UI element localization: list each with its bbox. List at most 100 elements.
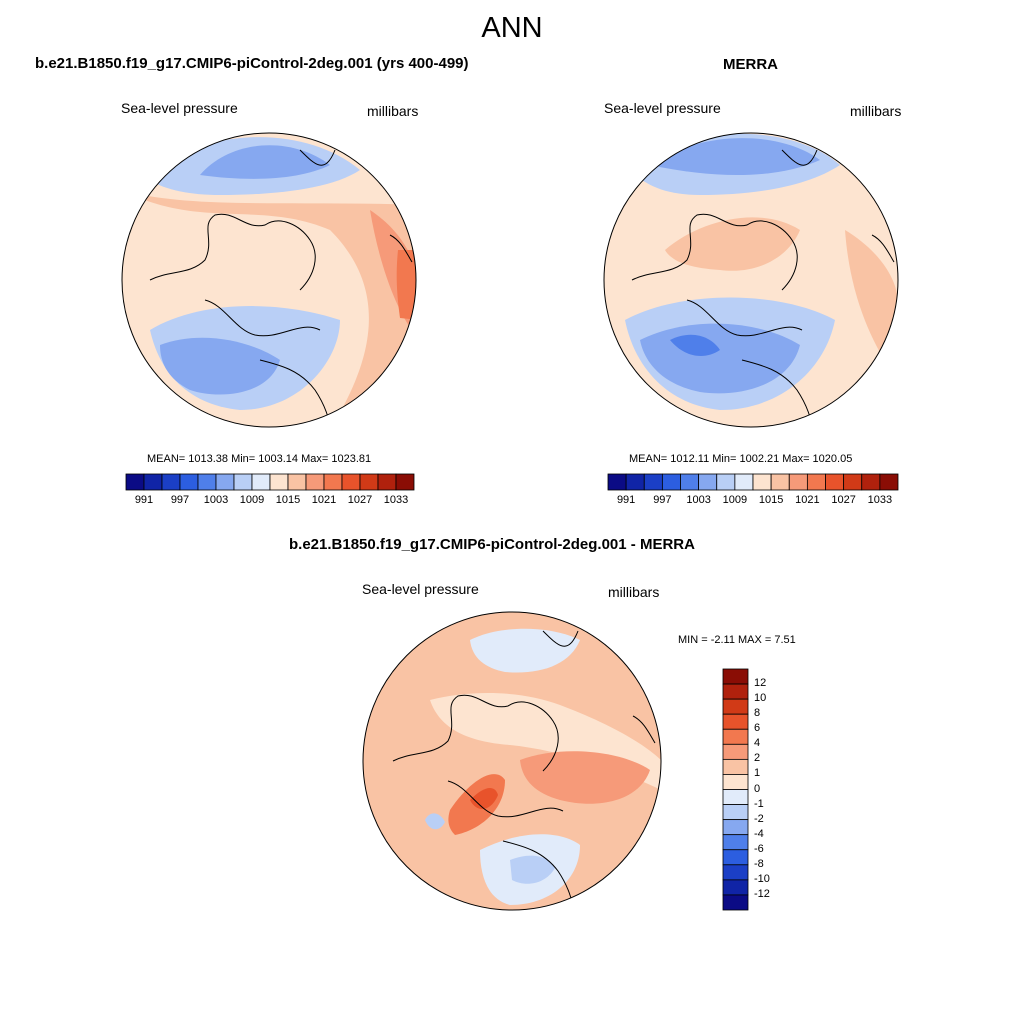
map3-field	[363, 612, 661, 910]
panel3-colorbar-tick-label: -12	[754, 887, 770, 900]
panel3-colorbar-tick-label: 2	[754, 752, 761, 765]
panel3-colorbar-swatch	[722, 683, 749, 700]
panel3-colorbar-swatch	[722, 713, 749, 730]
map2-field	[604, 133, 898, 427]
panel2-colorbar-tick-label: 1009	[722, 494, 748, 506]
panel3-colorbar-swatch	[722, 789, 749, 805]
panel3-colorbar-swatch	[722, 834, 749, 851]
panel3-colorbar-swatch	[722, 728, 749, 745]
panel2-colorbar-swatch	[625, 473, 645, 491]
map2-border	[603, 132, 899, 428]
map1-field	[122, 133, 416, 427]
panel3-colorbar-tick-label: 12	[754, 677, 767, 690]
panel2-colorbar-tick-label: 1021	[795, 494, 820, 506]
panel2-stats: MEAN= 1012.11 Min= 1002.21 Max= 1020.05	[629, 453, 853, 465]
figure-title: ANN	[481, 12, 543, 44]
panel1-colorbar-swatch	[143, 473, 163, 491]
panel2-colorbar-swatch	[661, 473, 681, 491]
panel3-colorbar-tick-label: 4	[754, 737, 761, 750]
panel2-colorbar-swatch	[698, 473, 718, 491]
panel1-colorbar-tick-label: 1027	[347, 494, 373, 506]
map1-border	[121, 132, 417, 428]
panel1-title: b.e21.B1850.f19_g17.CMIP6-piControl-2deg…	[35, 55, 469, 72]
panel2-colorbar-swatch	[770, 473, 790, 491]
panel1-colorbar-swatch	[233, 473, 253, 491]
panel1-colorbar-swatch	[215, 473, 235, 491]
panel2-colorbar-swatch	[879, 473, 899, 491]
panel2-units-label: millibars	[850, 103, 902, 119]
panel3-colorbar-swatch	[722, 668, 749, 685]
panel3-colorbar-tick-label: 6	[754, 722, 761, 735]
panel2-colorbar-swatch	[843, 473, 863, 491]
panel1-colorbar-tick-label: 1021	[311, 494, 337, 506]
panel1-colorbar-swatch	[197, 473, 217, 491]
panel1-colorbar-swatch	[161, 473, 181, 491]
panel3-colorbar-tick-label: -6	[754, 842, 764, 855]
panel3-colorbar-swatch	[722, 804, 749, 821]
panel2-colorbar-swatch	[861, 473, 881, 491]
panel2-colorbar-swatch	[806, 473, 826, 491]
panel1-colorbar-tick-label: 997	[170, 494, 190, 506]
panel1-colorbar-tick-label: 1015	[275, 494, 301, 506]
panel2-colorbar-swatch	[680, 473, 700, 491]
panel2-colorbar-swatch	[788, 473, 808, 491]
panel2-colorbar-tick-label: 1015	[758, 494, 784, 506]
panel1-stats: MEAN= 1013.38 Min= 1003.14 Max= 1023.81	[147, 453, 372, 465]
panel3-colorbar-swatch	[722, 894, 749, 911]
panel1-colorbar-swatch	[377, 473, 397, 491]
panel2-colorbar-swatch	[752, 473, 772, 491]
panel3-colorbar-swatch	[722, 758, 749, 775]
panel2-colorbar-tick-label: 1003	[686, 494, 711, 506]
map3-border	[362, 611, 662, 911]
panel3-variable-label: Sea-level pressure	[362, 581, 479, 597]
panel3-colorbar-tick-label: 1	[754, 767, 761, 780]
panel3-colorbar-tick-label: 8	[754, 707, 761, 720]
panel1-colorbar-tick-label: 1033	[383, 494, 409, 506]
panel3-colorbar-swatch	[722, 698, 749, 715]
panel1-colorbar	[125, 473, 415, 491]
panel3-colorbar-swatch	[722, 849, 749, 866]
panel2-colorbar-tick-label: 1027	[831, 494, 856, 506]
panel3-colorbar-swatch	[722, 743, 749, 760]
panel2-colorbar-swatch	[607, 473, 627, 491]
panel2-colorbar-swatch	[643, 473, 663, 491]
panel3-colorbar-tick-label: -1	[754, 797, 764, 810]
panel1-colorbar-tick-label: 1009	[239, 494, 265, 506]
panel3-colorbar-tick-label: -2	[754, 812, 764, 825]
panel3-colorbar	[722, 668, 749, 911]
panel3-colorbar-swatch	[722, 864, 749, 881]
panel1-colorbar-swatch	[269, 473, 289, 491]
panel3-colorbar-tick-label: -10	[754, 872, 770, 885]
panel2-colorbar-tick-label: 997	[653, 494, 672, 506]
panel1-colorbar-swatch	[359, 473, 379, 491]
panel2-colorbar-tick-label: 991	[616, 494, 636, 506]
panel2-variable-label: Sea-level pressure	[604, 100, 721, 116]
panel1-units-label: millibars	[367, 103, 419, 119]
panel1-colorbar-swatch	[323, 473, 343, 491]
panel1-colorbar-swatch	[287, 473, 307, 491]
panel3-colorbar-tick-label: 0	[754, 782, 761, 795]
panel3-colorbar-swatch	[722, 879, 749, 896]
panel3-colorbar-tick-label: -8	[754, 857, 764, 870]
panel2-colorbar-swatch	[825, 473, 845, 491]
panel1-colorbar-swatch	[179, 473, 199, 491]
panel3-title: b.e21.B1850.f19_g17.CMIP6-piControl-2deg…	[289, 536, 695, 553]
panel3-stats: MIN = -2.11 MAX = 7.51	[678, 634, 796, 646]
panel3-colorbar-swatch	[722, 819, 749, 836]
panel3-colorbar-swatch	[722, 774, 749, 790]
panel3-units-label: millibars	[608, 584, 660, 600]
panel1-colorbar-swatch	[341, 473, 361, 491]
panel1-colorbar-tick-label: 1003	[203, 494, 229, 506]
panel1-variable-label: Sea-level pressure	[121, 100, 238, 116]
panel2-title: MERRA	[723, 56, 778, 73]
panel2-colorbar-swatch	[716, 473, 736, 491]
panel1-colorbar-swatch	[395, 473, 415, 491]
panel1-colorbar-tick-label: 991	[134, 494, 154, 506]
panel1-colorbar-swatch	[251, 473, 271, 491]
panel3-colorbar-tick-label: -4	[754, 827, 764, 840]
panel2-colorbar-tick-label: 1033	[867, 494, 893, 506]
panel1-colorbar-swatch	[305, 473, 325, 491]
panel1-colorbar-swatch	[125, 473, 145, 491]
panel3-colorbar-tick-label: 10	[754, 692, 767, 705]
